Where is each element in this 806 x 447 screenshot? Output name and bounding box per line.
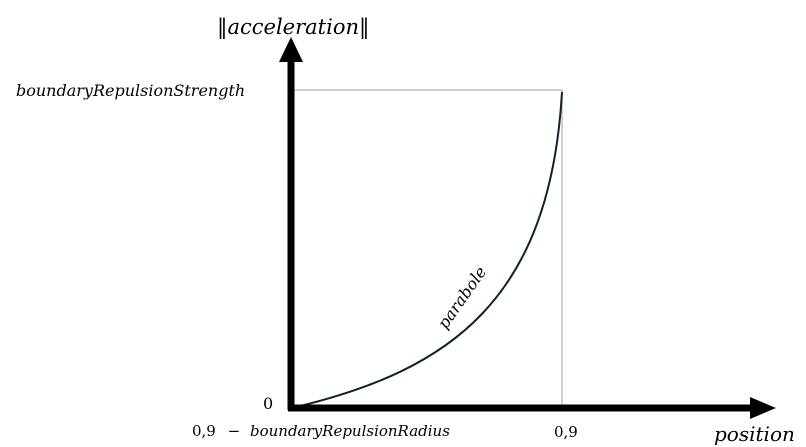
x-axis-arrowhead [750, 397, 776, 419]
x-tick-label-end: 0,9 [554, 423, 578, 441]
y-axis-arrowhead [279, 37, 303, 62]
x-tick-start-prefix: 0,9 [192, 422, 216, 440]
x-axis-label: position [714, 422, 795, 446]
x-tick-start-term: boundaryRepulsionRadius [250, 422, 450, 440]
parabola-curve [295, 91, 563, 408]
curve-label: parabole [434, 263, 491, 332]
y-axis-label: ‖acceleration‖ [217, 15, 370, 40]
y-tick-label-strength: boundaryRepulsionStrength [16, 81, 245, 100]
x-tick-label-start: 0,9 − boundaryRepulsionRadius [192, 422, 450, 440]
y-tick-label-zero: 0 [263, 394, 273, 413]
x-tick-start-operator: − [228, 422, 241, 440]
